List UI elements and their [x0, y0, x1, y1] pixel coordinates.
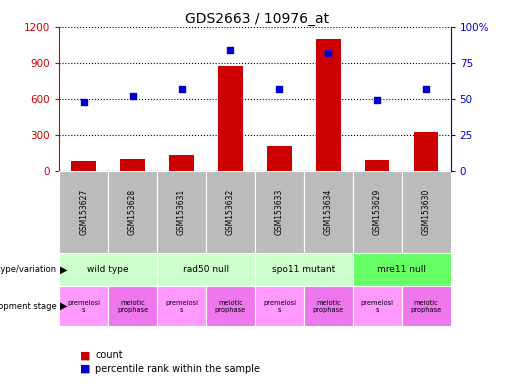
Bar: [255, 286, 304, 326]
Text: premeiosi
s: premeiosi s: [360, 300, 394, 313]
Text: premeiosi
s: premeiosi s: [67, 300, 100, 313]
Text: meiotic
prophase: meiotic prophase: [313, 300, 344, 313]
Bar: [108, 171, 157, 253]
Text: GSM153632: GSM153632: [226, 189, 235, 235]
Text: meiotic
prophase: meiotic prophase: [410, 300, 442, 313]
Bar: [59, 253, 157, 286]
Text: GSM153627: GSM153627: [79, 189, 88, 235]
Bar: [169, 155, 194, 171]
Text: GSM153630: GSM153630: [422, 189, 431, 235]
Bar: [206, 171, 255, 253]
Text: spo11 mutant: spo11 mutant: [272, 265, 335, 274]
Bar: [353, 286, 402, 326]
Text: ■: ■: [80, 350, 90, 360]
Bar: [402, 171, 451, 253]
Point: [373, 97, 381, 103]
Text: premeiosi
s: premeiosi s: [165, 300, 198, 313]
Bar: [157, 171, 206, 253]
Bar: [157, 253, 255, 286]
Bar: [72, 161, 96, 171]
Bar: [206, 286, 255, 326]
Text: percentile rank within the sample: percentile rank within the sample: [95, 364, 260, 374]
Text: GSM153628: GSM153628: [128, 189, 137, 235]
Bar: [218, 66, 243, 171]
Text: rad50 null: rad50 null: [183, 265, 229, 274]
Text: ▶: ▶: [60, 265, 68, 275]
Point: [324, 50, 333, 56]
Text: wild type: wild type: [88, 265, 129, 274]
Bar: [316, 39, 340, 171]
Bar: [59, 171, 108, 253]
Point: [177, 86, 185, 92]
Bar: [402, 286, 451, 326]
Bar: [304, 286, 353, 326]
Text: GSM153631: GSM153631: [177, 189, 186, 235]
Point: [128, 93, 136, 99]
Text: GSM153634: GSM153634: [324, 189, 333, 235]
Bar: [353, 253, 451, 286]
Point: [79, 99, 88, 105]
Bar: [353, 171, 402, 253]
Bar: [255, 253, 353, 286]
Point: [275, 86, 283, 92]
Text: meiotic
prophase: meiotic prophase: [215, 300, 246, 313]
Point: [226, 47, 234, 53]
Bar: [365, 160, 389, 171]
Bar: [121, 159, 145, 171]
Text: mre11 null: mre11 null: [377, 265, 426, 274]
Text: meiotic
prophase: meiotic prophase: [117, 300, 148, 313]
Bar: [304, 171, 353, 253]
Bar: [59, 286, 108, 326]
Text: ■: ■: [80, 364, 90, 374]
Bar: [108, 286, 157, 326]
Text: GSM153629: GSM153629: [373, 189, 382, 235]
Bar: [267, 146, 291, 171]
Bar: [414, 132, 438, 171]
Text: GDS2663 / 10976_at: GDS2663 / 10976_at: [185, 12, 330, 25]
Bar: [157, 286, 206, 326]
Point: [422, 86, 430, 92]
Text: premeiosi
s: premeiosi s: [263, 300, 296, 313]
Text: ▶: ▶: [60, 301, 68, 311]
Text: GSM153633: GSM153633: [275, 189, 284, 235]
Bar: [255, 171, 304, 253]
Text: count: count: [95, 350, 123, 360]
Text: development stage: development stage: [0, 302, 57, 311]
Text: genotype/variation: genotype/variation: [0, 265, 57, 274]
